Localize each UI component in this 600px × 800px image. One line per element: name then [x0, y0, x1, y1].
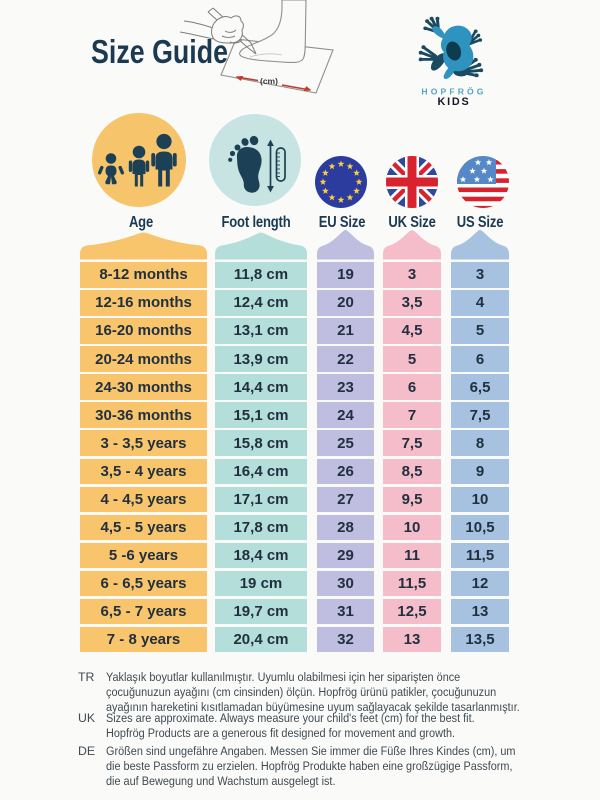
svg-text:HOPFRÖG: HOPFRÖG — [421, 87, 486, 97]
svg-text:(cm): (cm) — [260, 76, 278, 86]
svg-text:KIDS: KIDS — [438, 96, 471, 108]
